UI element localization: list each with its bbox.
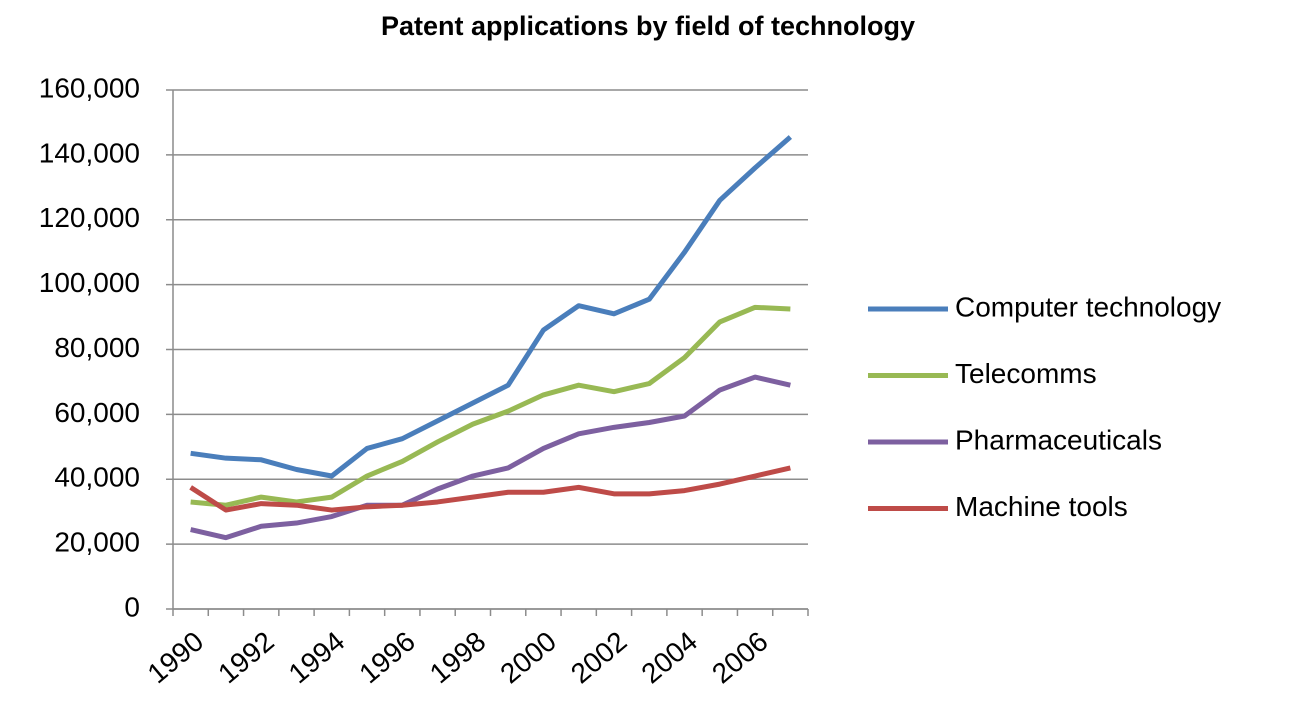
series-line <box>190 374 791 541</box>
series-line <box>190 304 791 508</box>
x-tick-label: 1998 <box>424 626 492 690</box>
y-tick-label: 100,000 <box>39 267 140 298</box>
x-tick-label: 1996 <box>353 626 421 690</box>
chart-title: Patent applications by field of technolo… <box>381 11 915 41</box>
y-tick-label: 120,000 <box>39 202 140 233</box>
x-tick-label: 1990 <box>142 626 210 690</box>
x-tick-label: 2006 <box>706 626 774 690</box>
y-tick-label: 140,000 <box>39 137 140 168</box>
y-tick-label: 0 <box>124 591 140 622</box>
series-line <box>189 465 791 513</box>
y-tick-label: 80,000 <box>54 332 140 363</box>
y-tick-label: 40,000 <box>54 462 140 493</box>
series-line <box>190 135 793 479</box>
x-tick-label: 2004 <box>635 626 703 690</box>
legend-label: Pharmaceuticals <box>955 424 1162 455</box>
y-tick-label: 160,000 <box>39 72 140 103</box>
x-tick-label: 1992 <box>212 626 280 690</box>
x-tick-label: 2002 <box>565 626 633 690</box>
x-tick-label: 1994 <box>283 626 351 690</box>
y-tick-label: 60,000 <box>54 397 140 428</box>
legend-label: Telecomms <box>955 358 1097 389</box>
x-tick-label: 2000 <box>494 626 562 690</box>
legend-label: Computer technology <box>955 291 1221 322</box>
legend-label: Machine tools <box>955 491 1128 522</box>
y-tick-label: 20,000 <box>54 527 140 558</box>
